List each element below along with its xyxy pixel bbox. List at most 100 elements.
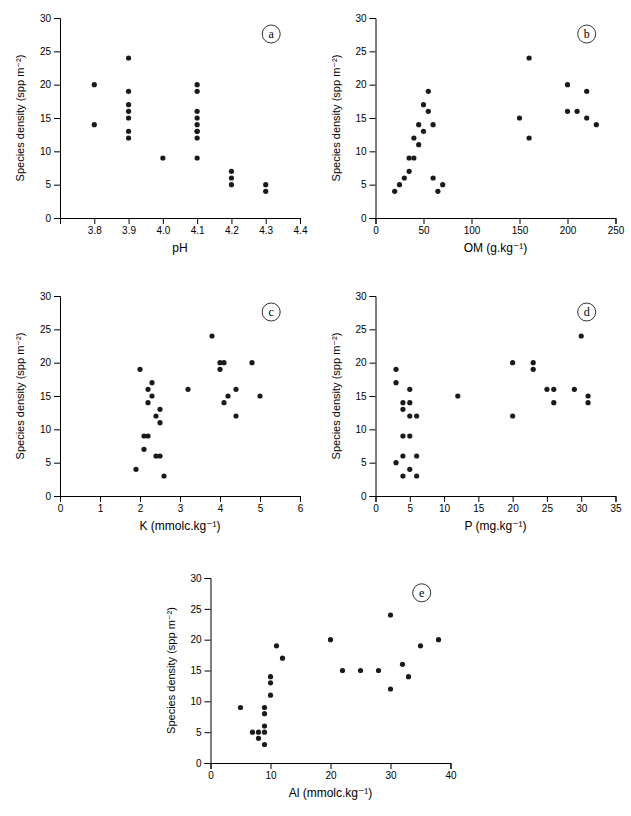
y-tick-mark (54, 151, 60, 152)
y-tick-label: 5 (361, 457, 367, 468)
point (585, 393, 590, 398)
point (527, 135, 532, 140)
y-tick-mark (54, 496, 60, 497)
x-tick-label: 100 (464, 225, 481, 236)
y-tick-label: 15 (40, 391, 52, 402)
point (263, 189, 268, 194)
point (195, 129, 200, 134)
x-tick-mark (478, 496, 479, 502)
point (229, 175, 234, 180)
x-tick-label: 50 (418, 225, 430, 236)
point (407, 400, 412, 405)
points (238, 612, 441, 747)
y-tick-mark (205, 732, 211, 733)
x-axis: 050100150200250 (373, 218, 625, 236)
x-tick-mark (424, 218, 425, 224)
y-tick: 10 (40, 146, 60, 157)
point (126, 129, 131, 134)
y-tick-label: 20 (40, 357, 52, 368)
y-tick-label: 30 (355, 13, 367, 24)
panel-label: a (269, 27, 275, 41)
panel: 010203040051015202530Al (mmolc.kg⁻¹)Spec… (165, 573, 457, 800)
point (280, 656, 285, 661)
point (195, 82, 200, 87)
x-tick-label: 15 (473, 503, 485, 514)
y-tick-mark (205, 701, 211, 702)
y-tick-label: 25 (355, 46, 367, 57)
point (157, 407, 162, 412)
point (185, 387, 190, 392)
point (585, 400, 590, 405)
point (145, 387, 150, 392)
y-tick-mark (54, 329, 60, 330)
x-tick-label: 3 (178, 503, 184, 514)
panel-label-circle (413, 584, 431, 602)
x-tick-mark (220, 496, 221, 502)
y-tick-mark (370, 18, 376, 19)
panel-label-circle (262, 25, 280, 43)
x-tick-mark (94, 218, 95, 224)
y-tick-label: 5 (196, 727, 202, 738)
x-tick-label: 10 (439, 503, 451, 514)
point (400, 473, 405, 478)
point (217, 367, 222, 372)
point (531, 367, 536, 372)
y-tick: 5 (361, 179, 376, 190)
y-tick-label: 25 (40, 46, 52, 57)
x-tick-mark (616, 496, 617, 502)
x-tick: 3 (178, 496, 184, 514)
panel: 3.83.94.04.14.24.34.4051015202530pHSpeci… (14, 13, 308, 255)
y-tick-label: 0 (361, 491, 367, 502)
x-tick-mark (197, 218, 198, 224)
point (233, 413, 238, 418)
y-tick-mark (54, 218, 60, 219)
y-tick-mark (54, 363, 60, 364)
x-tick-label: 40 (445, 770, 457, 781)
y-tick-label: 10 (355, 146, 367, 157)
y-tick-mark (370, 363, 376, 364)
x-tick-label: 20 (325, 770, 337, 781)
point (160, 155, 165, 160)
point (268, 680, 273, 685)
point (126, 135, 131, 140)
x-tick-label: 4.3 (259, 225, 273, 236)
y-axis: 051015202530 (190, 573, 211, 769)
x-tick-label: 2 (138, 503, 144, 514)
x-tick-mark (140, 496, 141, 502)
x-axis-line (211, 764, 451, 770)
point (229, 169, 234, 174)
y-axis: 051015202530 (355, 291, 376, 502)
point (262, 742, 267, 747)
x-axis-title: OM (g.kg⁻¹) (464, 241, 528, 255)
y-tick-mark (54, 18, 60, 19)
y-tick: 0 (196, 758, 211, 769)
point (400, 662, 405, 667)
point (551, 387, 556, 392)
y-axis-title: Species density (spp m⁻²) (165, 607, 177, 734)
y-tick-mark (54, 51, 60, 52)
point (195, 122, 200, 127)
x-tick: 1 (98, 496, 104, 514)
point (407, 387, 412, 392)
y-axis: 051015202530 (40, 13, 61, 224)
point (517, 115, 522, 120)
x-tick-label: 1 (98, 503, 104, 514)
x-tick-label: 30 (385, 770, 397, 781)
x-axis-line (376, 497, 616, 503)
y-tick-label: 30 (40, 13, 52, 24)
y-tick: 25 (40, 324, 60, 335)
y-tick: 0 (361, 491, 376, 502)
y-tick: 30 (355, 13, 375, 24)
panel-label-circle (578, 303, 596, 321)
y-tick: 0 (361, 213, 376, 224)
y-tick: 20 (190, 634, 210, 645)
y-tick: 20 (355, 357, 375, 368)
point (256, 730, 261, 735)
point (268, 674, 273, 679)
point (418, 643, 423, 648)
point (153, 413, 158, 418)
x-tick: 50 (418, 218, 430, 236)
point (565, 82, 570, 87)
point (225, 393, 230, 398)
x-tick: 4 (218, 496, 224, 514)
